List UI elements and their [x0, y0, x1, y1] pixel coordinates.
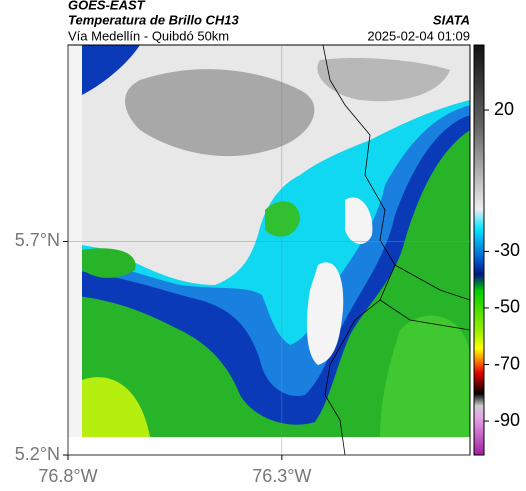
- source: SIATA: [433, 12, 470, 27]
- timestamp: 2025-02-04 01:09: [367, 28, 470, 43]
- lat-tick-label: 5.7°N: [15, 230, 60, 250]
- colorbar-tick-label: -50: [494, 297, 520, 317]
- region: Vía Medellín - Quibdó 50km: [68, 28, 229, 43]
- lon-tick-label: 76.3°W: [252, 466, 311, 486]
- colorbar-tick-label: 20: [494, 99, 514, 119]
- subtitle: Temperatura de Brillo CH13: [68, 12, 240, 27]
- colorbar-tick-label: -90: [494, 410, 520, 430]
- colorbar: [473, 44, 485, 456]
- title: GOES-EAST: [68, 0, 146, 12]
- satellite-image: [68, 45, 470, 455]
- colorbar-tick-label: -70: [494, 353, 520, 373]
- colorbar-tick-label: -30: [494, 240, 520, 260]
- lon-tick-label: 76.8°W: [38, 466, 97, 486]
- lat-tick-label: 5.2°N: [15, 444, 60, 464]
